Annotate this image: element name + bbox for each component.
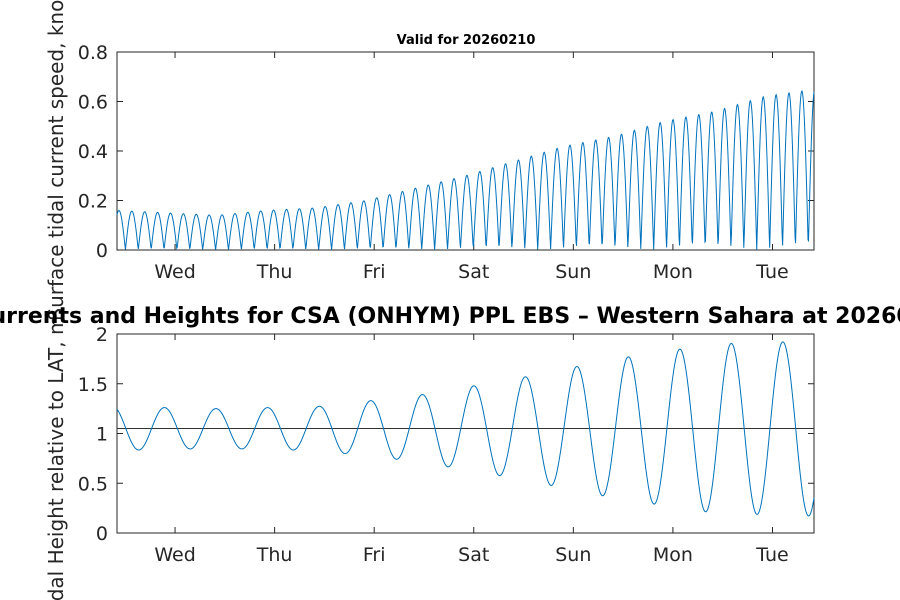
current-speed-y-ticks: 0 0.2 0.4 0.6 0.8 [78, 42, 814, 262]
tidal-height-x-tick-label-sat: Sat [458, 544, 489, 566]
main-title: Currents and Heights for CSA (ONHYM) PPL… [0, 304, 900, 329]
tidal-height-x-tick-label-wed: Wed [154, 544, 195, 566]
tidal-height-y-tick-label: 1.5 [78, 374, 108, 396]
current-speed-y-tick-label: 0.2 [78, 191, 108, 213]
current-speed-line [116, 90, 815, 251]
tidal-height-x-tick-label-mon: Mon [653, 544, 693, 566]
tidal-height-y-tick-label: 0.5 [78, 473, 108, 495]
current-speed-y-tick-label: 0.6 [78, 92, 108, 114]
current-speed-x-tick-label-sun: Sun [555, 261, 591, 283]
current-speed-x-tick-label-tue: Tue [755, 261, 788, 283]
current-speed-plot-box [116, 51, 815, 251]
tidal-height-x-ticks: Wed Thu Fri Sat Sun Mon Tue [154, 334, 789, 566]
current-speed-x-tick-label-thu: Thu [256, 261, 293, 283]
tidal-height-y-tick-label: 0 [96, 523, 108, 545]
current-speed-y-tick-label: 0 [96, 240, 108, 262]
current-speed-x-tick-label-mon: Mon [653, 261, 693, 283]
tidal-height-x-tick-label-sun: Sun [555, 544, 591, 566]
current-speed-x-tick-label-sat: Sat [458, 261, 489, 283]
current-speed-x-tick-label-wed: Wed [154, 261, 195, 283]
tidal-height-x-tick-label-thu: Thu [256, 544, 293, 566]
current-speed-x-ticks: Wed Thu Fri Sat Sun Mon Tue [154, 52, 789, 283]
current-speed-axes: 0 0.2 0.4 0.6 0.8 Wed Thu Fri Sat Sun Mon Tue Vali… [44, 0, 815, 321]
tidal-height-x-tick-label-fri: Fri [363, 544, 386, 566]
current-speed-y-tick-label: 0.4 [78, 141, 108, 163]
current-speed-y-tick-label: 0.8 [78, 42, 108, 64]
tidal-height-y-tick-label: 1 [96, 424, 108, 446]
tidal-height-x-tick-label-tue: Tue [755, 544, 788, 566]
tidal-height-axes: 0 0.5 1 1.5 2 Wed Thu Fri Sat Sun Mon Tue Tidal He… [44, 316, 815, 600]
tidal-height-y-label: Tidal Height relative to LAT, m [44, 316, 68, 600]
current-speed-x-tick-label-fri: Fri [363, 261, 386, 283]
valid-for-title: Valid for 20260210 [397, 33, 536, 48]
current-speed-y-label: Surface tidal current speed, knots [44, 0, 68, 321]
tidal-height-line [116, 341, 815, 517]
tidal-height-y-ticks: 0 0.5 1 1.5 2 [78, 324, 814, 545]
tidal-height-y-tick-label: 2 [96, 324, 108, 346]
